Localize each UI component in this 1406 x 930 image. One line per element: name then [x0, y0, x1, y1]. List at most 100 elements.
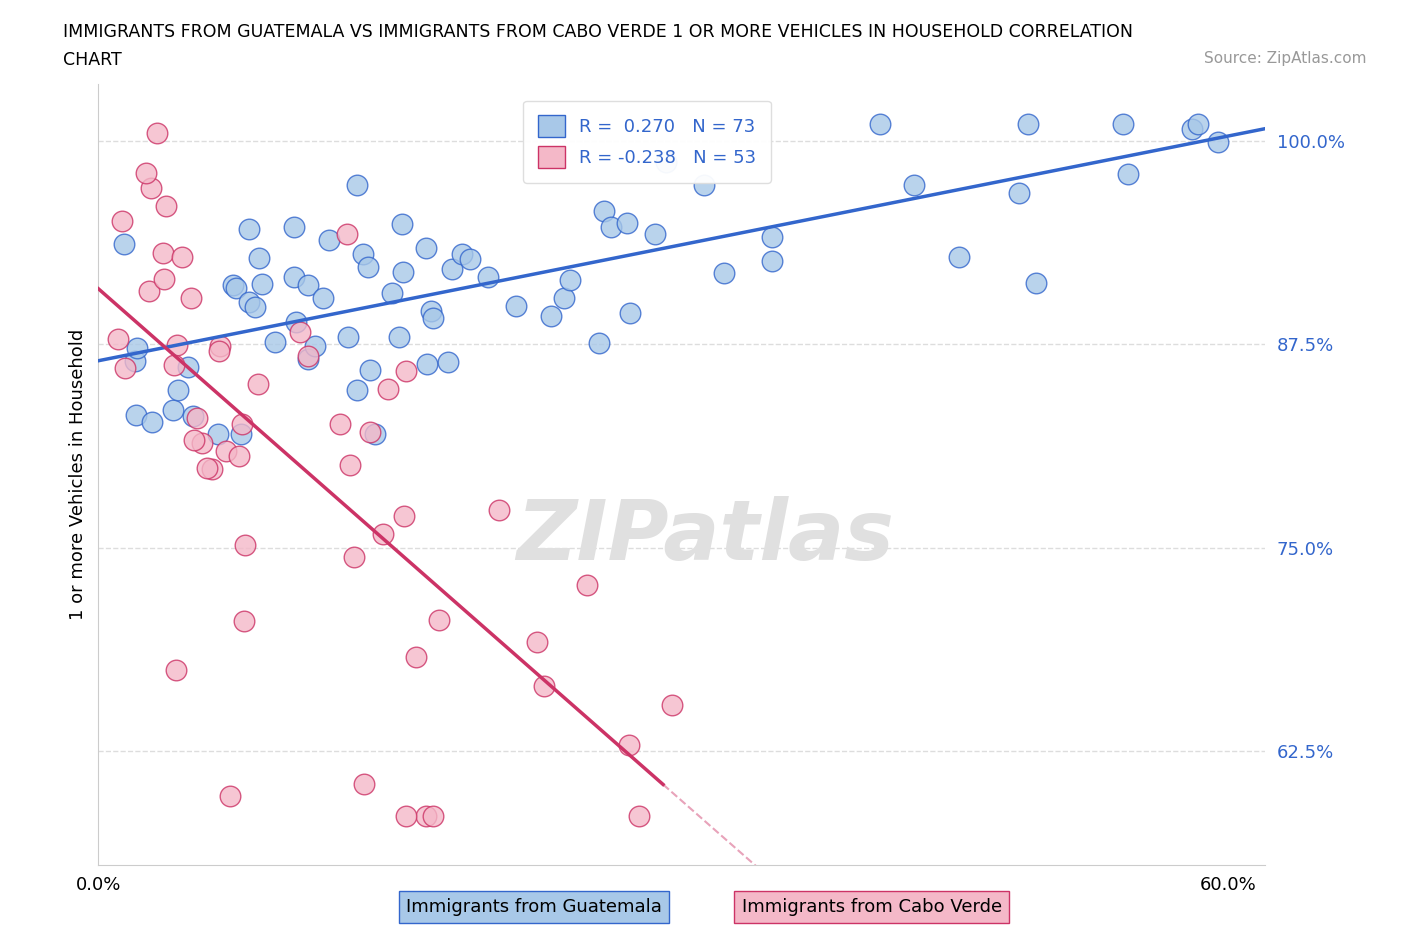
Point	[405, 649, 427, 664]
Point	[167, 383, 190, 398]
Point	[1017, 117, 1039, 132]
Point	[381, 286, 404, 300]
Point	[246, 377, 269, 392]
Text: Source: ZipAtlas.com: Source: ZipAtlas.com	[1204, 51, 1367, 66]
Point	[195, 461, 218, 476]
Point	[243, 299, 266, 314]
Point	[1208, 135, 1230, 150]
Point	[654, 154, 676, 169]
Point	[247, 250, 270, 265]
Point	[219, 789, 242, 804]
Point	[395, 808, 418, 824]
Point	[644, 227, 666, 242]
Text: Immigrants from Guatemala: Immigrants from Guatemala	[406, 897, 662, 916]
Point	[533, 678, 555, 693]
Text: ZIPatlas: ZIPatlas	[516, 497, 894, 578]
Point	[427, 613, 450, 628]
Point	[177, 360, 200, 375]
Point	[336, 226, 359, 241]
Point	[526, 634, 548, 649]
Point	[124, 353, 146, 368]
Point	[1008, 185, 1031, 200]
Text: IMMIGRANTS FROM GUATEMALA VS IMMIGRANTS FROM CABO VERDE 1 OR MORE VEHICLES IN HO: IMMIGRANTS FROM GUATEMALA VS IMMIGRANTS …	[63, 23, 1133, 41]
Point	[392, 509, 415, 524]
Point	[111, 214, 134, 229]
Point	[186, 411, 208, 426]
Point	[145, 126, 167, 140]
Point	[238, 295, 260, 310]
Point	[713, 266, 735, 281]
Point	[440, 261, 463, 276]
Point	[1112, 117, 1135, 132]
Point	[153, 272, 176, 286]
Point	[297, 277, 319, 292]
Point	[329, 416, 352, 431]
Point	[112, 236, 135, 251]
Point	[388, 330, 411, 345]
Point	[250, 277, 273, 292]
Text: CHART: CHART	[63, 51, 122, 69]
Point	[903, 177, 925, 192]
Point	[238, 222, 260, 237]
Point	[141, 415, 163, 430]
Point	[1116, 166, 1139, 181]
Point	[318, 232, 340, 247]
Point	[364, 426, 387, 441]
Point	[553, 290, 575, 305]
Point	[304, 339, 326, 353]
Point	[283, 219, 305, 234]
Point	[181, 409, 204, 424]
Point	[235, 538, 257, 552]
Point	[373, 526, 395, 541]
Point	[488, 503, 510, 518]
Point	[135, 166, 157, 180]
Legend: R =  0.270   N = 73, R = -0.238   N = 53: R = 0.270 N = 73, R = -0.238 N = 53	[523, 100, 770, 182]
Point	[337, 329, 360, 344]
Point	[201, 461, 224, 476]
Point	[1025, 276, 1047, 291]
Point	[391, 217, 413, 232]
Point	[138, 284, 160, 299]
Point	[352, 246, 374, 261]
Point	[693, 178, 716, 193]
Point	[505, 299, 527, 313]
Point	[420, 304, 443, 319]
Point	[264, 335, 287, 350]
Point	[139, 180, 162, 195]
Point	[359, 363, 381, 378]
Point	[165, 663, 187, 678]
Point	[588, 336, 610, 351]
Point	[162, 402, 184, 417]
Point	[180, 290, 202, 305]
Point	[391, 264, 413, 279]
Point	[107, 332, 129, 347]
Point	[415, 808, 437, 824]
Point	[353, 777, 375, 791]
Point	[619, 738, 641, 753]
Point	[558, 272, 581, 287]
Point	[229, 426, 252, 441]
Point	[377, 382, 399, 397]
Point	[1187, 117, 1209, 132]
Point	[125, 407, 148, 422]
Point	[415, 241, 437, 256]
Point	[761, 230, 783, 245]
Point	[297, 349, 319, 364]
Point	[346, 382, 368, 397]
Point	[416, 356, 439, 371]
Point	[458, 252, 481, 267]
Point	[540, 308, 562, 323]
Y-axis label: 1 or more Vehicles in Household: 1 or more Vehicles in Household	[69, 328, 87, 620]
Point	[593, 204, 616, 219]
Point	[183, 432, 205, 447]
Point	[127, 340, 149, 355]
Point	[231, 416, 253, 431]
Point	[477, 270, 499, 285]
Point	[619, 306, 641, 321]
Point	[359, 424, 381, 439]
Point	[343, 549, 366, 564]
Point	[761, 254, 783, 269]
Point	[628, 808, 651, 824]
Point	[285, 315, 308, 330]
Point	[208, 343, 231, 358]
